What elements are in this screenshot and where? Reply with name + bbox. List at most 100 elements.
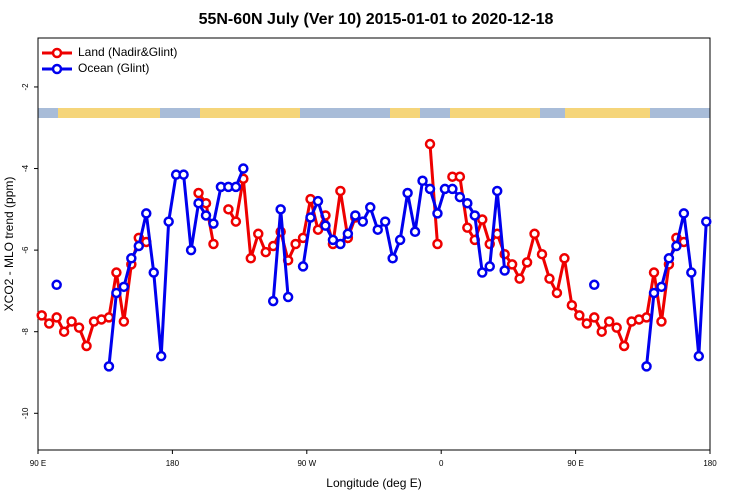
data-point bbox=[641, 361, 652, 372]
data-point bbox=[350, 210, 361, 221]
data-point bbox=[656, 316, 667, 327]
data-point bbox=[327, 234, 339, 246]
data-point bbox=[193, 187, 204, 199]
data-point bbox=[506, 259, 518, 270]
data-point bbox=[118, 281, 130, 293]
data-point bbox=[253, 228, 264, 240]
data-point bbox=[297, 261, 309, 272]
data-point bbox=[432, 208, 443, 219]
data-point bbox=[477, 267, 488, 278]
data-point bbox=[275, 204, 286, 215]
data-point bbox=[111, 287, 122, 299]
y-tick-label: -10 bbox=[21, 407, 30, 419]
data-point bbox=[126, 253, 137, 264]
data-point bbox=[335, 238, 346, 250]
data-point bbox=[409, 226, 421, 238]
data-point bbox=[282, 291, 294, 303]
data-point bbox=[648, 267, 660, 278]
data-point bbox=[335, 185, 346, 197]
data-point bbox=[402, 187, 413, 199]
data-point bbox=[462, 197, 473, 209]
data-point bbox=[417, 175, 428, 187]
data-point bbox=[148, 267, 159, 278]
plot-frame bbox=[37, 37, 711, 451]
data-point bbox=[379, 216, 391, 227]
y-axis-label: XCO2 - MLO trend (ppm) bbox=[2, 177, 16, 312]
legend-label: Land (Nadir&Glint) bbox=[78, 45, 177, 59]
series-line bbox=[428, 143, 439, 245]
x-tick-label: 90 E bbox=[567, 459, 583, 468]
data-point bbox=[663, 253, 675, 264]
y-tick-label: -2 bbox=[21, 83, 30, 91]
data-point bbox=[118, 316, 130, 327]
data-point bbox=[163, 216, 174, 227]
data-point bbox=[245, 253, 257, 264]
legend-marker bbox=[51, 63, 63, 75]
data-point bbox=[43, 318, 55, 329]
data-point bbox=[193, 197, 204, 209]
data-point bbox=[424, 138, 436, 150]
data-point bbox=[499, 265, 510, 276]
data-point bbox=[551, 287, 563, 299]
data-point bbox=[238, 163, 249, 174]
data-point bbox=[686, 267, 697, 278]
data-point bbox=[223, 204, 234, 215]
data-point bbox=[290, 238, 301, 250]
series-line bbox=[107, 167, 245, 367]
land-ocean-strip bbox=[38, 108, 710, 118]
data-point bbox=[133, 240, 145, 252]
data-point bbox=[73, 322, 85, 333]
data-point bbox=[432, 238, 443, 250]
data-point bbox=[424, 183, 436, 195]
data-point bbox=[566, 299, 578, 311]
series-line bbox=[271, 209, 290, 302]
y-tick-label: -4 bbox=[21, 164, 30, 172]
data-point bbox=[589, 312, 600, 323]
data-point bbox=[454, 191, 466, 203]
data-point bbox=[447, 183, 458, 195]
chart-title: 55N-60N July (Ver 10) 2015-01-01 to 2020… bbox=[199, 11, 554, 28]
data-point bbox=[312, 224, 324, 235]
data-point bbox=[342, 228, 354, 240]
data-point bbox=[514, 273, 525, 284]
data-point bbox=[372, 224, 383, 235]
data-point bbox=[469, 210, 481, 221]
x-tick-label: 180 bbox=[166, 459, 180, 468]
data-point bbox=[671, 240, 682, 252]
data-point bbox=[589, 279, 600, 291]
data-point bbox=[581, 318, 593, 329]
data-point bbox=[320, 220, 331, 231]
data-point bbox=[701, 216, 712, 227]
data-point bbox=[208, 238, 219, 250]
data-point bbox=[596, 326, 607, 337]
data-point bbox=[200, 210, 212, 221]
data-point bbox=[618, 340, 630, 352]
data-point bbox=[491, 185, 503, 197]
data-point bbox=[51, 279, 62, 291]
data-point bbox=[305, 212, 316, 223]
data-point bbox=[141, 208, 152, 219]
data-point bbox=[536, 248, 548, 260]
data-point bbox=[387, 253, 398, 264]
data-point bbox=[574, 310, 585, 321]
data-point bbox=[477, 214, 488, 225]
data-point bbox=[230, 181, 242, 193]
x-tick-label: 90 E bbox=[30, 459, 46, 468]
data-point bbox=[51, 312, 62, 323]
legend-marker bbox=[51, 47, 63, 59]
legend-label: Ocean (Glint) bbox=[78, 61, 149, 75]
data-point bbox=[521, 257, 533, 268]
x-tick-label: 0 bbox=[439, 459, 444, 468]
data-point bbox=[559, 253, 570, 264]
data-point bbox=[66, 316, 77, 327]
data-point bbox=[484, 261, 495, 272]
data-point bbox=[641, 312, 652, 323]
data-point bbox=[36, 310, 47, 321]
data-point bbox=[693, 350, 705, 362]
data-point bbox=[603, 316, 615, 327]
data-point bbox=[208, 218, 219, 229]
x-tick-label: 90 W bbox=[297, 459, 316, 468]
data-point bbox=[111, 267, 122, 278]
x-axis-label: Longitude (deg E) bbox=[326, 476, 421, 490]
